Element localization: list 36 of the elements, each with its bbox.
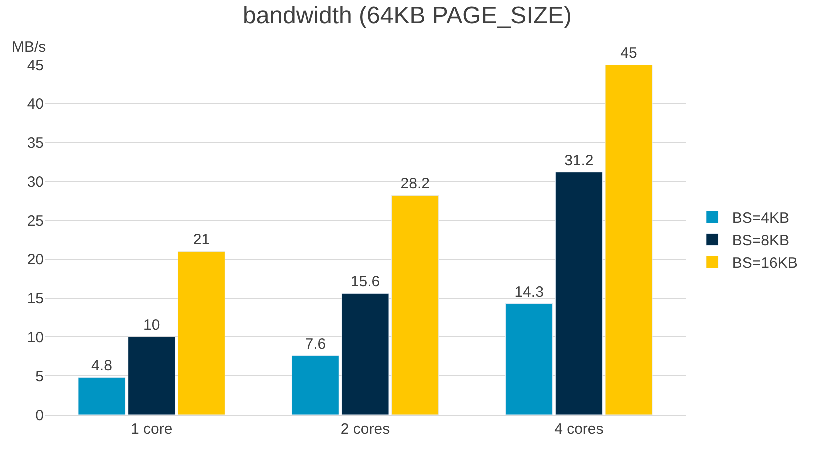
data-label: 45 bbox=[620, 45, 638, 62]
data-label: 7.6 bbox=[305, 336, 326, 353]
legend-label: BS=16KB bbox=[732, 255, 798, 272]
y-tick-label: 40 bbox=[27, 96, 44, 114]
data-label: 4.8 bbox=[92, 358, 112, 375]
legend-label: BS=8KB bbox=[732, 232, 790, 250]
bar bbox=[555, 172, 603, 415]
bar bbox=[292, 356, 340, 415]
bar bbox=[128, 336, 176, 415]
bar bbox=[178, 251, 226, 415]
bar bbox=[342, 293, 390, 415]
y-tick-label: 15 bbox=[27, 290, 44, 308]
y-tick-label: 5 bbox=[36, 368, 44, 386]
bar bbox=[605, 65, 653, 415]
x-tick-label: 4 cores bbox=[554, 421, 604, 438]
y-axis-title: MB/s bbox=[12, 39, 46, 56]
y-tick-label: 0 bbox=[36, 407, 44, 424]
y-tick-label: 10 bbox=[27, 329, 44, 346]
bar bbox=[78, 377, 126, 415]
x-tick-label: 2 cores bbox=[340, 421, 390, 438]
y-tick-label: 45 bbox=[27, 57, 44, 74]
data-label: 28.2 bbox=[400, 176, 430, 193]
legend-label: BS=4KB bbox=[732, 210, 790, 228]
chart-title: bandwidth (64KB PAGE_SIZE) bbox=[242, 2, 572, 30]
data-label: 10 bbox=[143, 317, 160, 334]
data-label: 14.3 bbox=[514, 284, 544, 301]
x-tick-label: 1 core bbox=[130, 421, 173, 438]
y-tick-label: 30 bbox=[27, 174, 44, 191]
bar bbox=[392, 195, 440, 415]
data-label: 31.2 bbox=[564, 152, 594, 170]
y-tick-label: 20 bbox=[27, 252, 44, 269]
bar bbox=[506, 304, 554, 415]
data-label: 15.6 bbox=[350, 274, 380, 291]
y-tick-label: 35 bbox=[27, 135, 44, 152]
y-tick-label: 25 bbox=[27, 212, 44, 230]
data-label: 21 bbox=[193, 232, 210, 249]
